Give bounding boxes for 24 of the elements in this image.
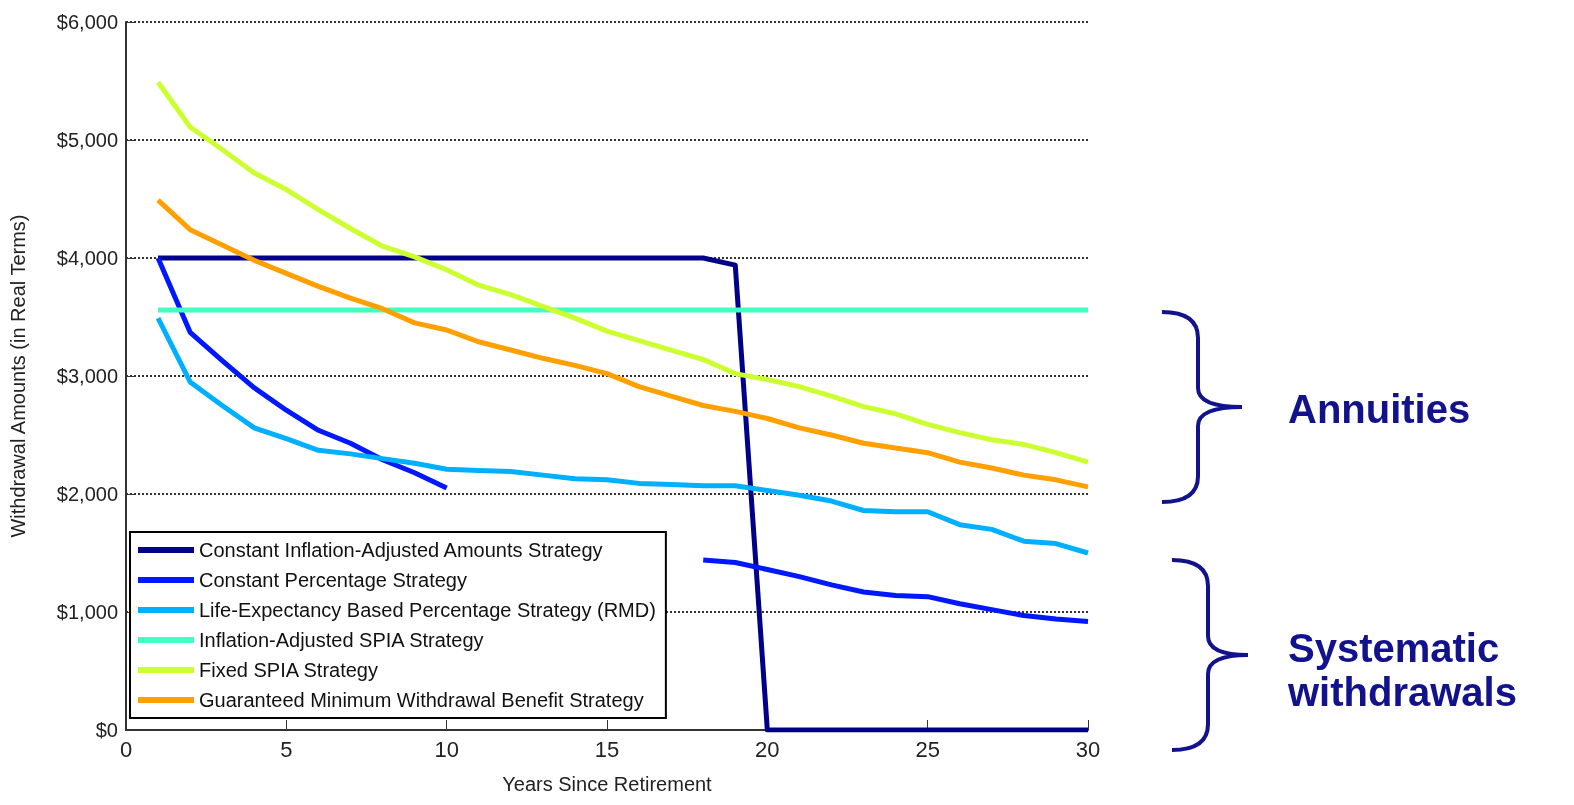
legend-label: Constant Percentage Strategy: [199, 569, 467, 591]
legend-label: Life-Expectancy Based Percentage Strategy (RMD): [199, 599, 656, 621]
x-tick-label: 20: [755, 736, 780, 762]
y-tick-label: $5,000: [56, 129, 118, 151]
y-axis-title: Withdrawal Amounts (in Real Terms): [7, 214, 29, 538]
x-tick-label: 25: [915, 736, 940, 762]
x-tick-label: 30: [1075, 736, 1101, 762]
legend-label: Inflation-Adjusted SPIA Strategy: [199, 629, 484, 651]
legend-label: Constant Inflation-Adjusted Amounts Strategy: [199, 539, 603, 561]
x-tick-label: 15: [594, 736, 620, 762]
y-tick-label: $3,000: [56, 365, 118, 387]
y-tick-label: $2,000: [56, 483, 118, 505]
text: Annuities: [1288, 387, 1471, 431]
x-tick-label: 5: [280, 736, 293, 762]
text: Systematic withdrawals: [1288, 626, 1518, 714]
y-tick-label: $1,000: [56, 601, 118, 623]
x-axis-title: Years Since Retirement: [502, 773, 713, 795]
y-tick-label: $0: [95, 719, 118, 741]
y-tick-label: $6,000: [56, 11, 118, 33]
legend-label: Fixed SPIA Strategy: [199, 659, 378, 681]
x-tick-label: 10: [434, 736, 459, 762]
y-tick-label: $4,000: [56, 247, 118, 269]
x-tick-label: 0: [119, 736, 133, 762]
legend-label: Guaranteed Minimum Withdrawal Benefit Strategy: [199, 689, 644, 711]
